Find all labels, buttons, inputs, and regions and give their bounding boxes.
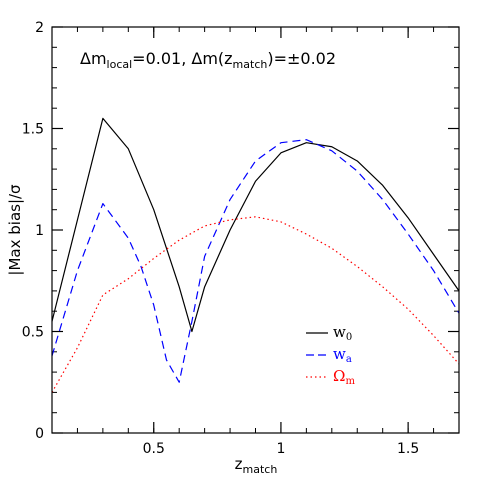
legend-label-sub: m (345, 376, 355, 387)
legend-label: wa (333, 345, 352, 365)
y-tick-label: 2 (35, 20, 44, 36)
legend-label-main: w (333, 345, 346, 363)
annotation-sub-2: match (233, 58, 268, 71)
series-layer (51, 117, 460, 393)
series-line-Ω-m (51, 216, 460, 393)
x-axis-title-main: z (235, 455, 243, 473)
series-line-w-0 (51, 117, 460, 333)
legend-label-main: Ω (333, 367, 345, 385)
labels-layer: 0.5 1 1.5 0 0.5 1 1.5 2 (22, 20, 420, 457)
annotation-part-3: )=±0.02 (267, 49, 336, 68)
x-tick-label: 1 (276, 441, 285, 457)
legend-label: w0 (333, 323, 352, 343)
y-axis-title: |Max bias|/σ (6, 184, 24, 276)
legend-label: Ωm (333, 367, 355, 387)
x-tick-label: 1.5 (397, 441, 419, 457)
x-tick-label: 0.5 (143, 441, 165, 457)
annotation-sub-1: local (107, 58, 133, 71)
legend-label-sub: a (346, 354, 352, 365)
series-line-w-a (51, 139, 460, 383)
x-axis-title: zmatch (235, 455, 278, 476)
legend-label-sub: 0 (346, 332, 352, 343)
plot-frame (51, 26, 460, 434)
annotation: Δmlocal=0.01, Δm(zmatch)=±0.02 (80, 49, 336, 71)
y-tick-label: 0 (35, 426, 44, 442)
annotation-part-2: =0.01, Δm(z (132, 49, 232, 68)
legend-label-main: w (333, 323, 346, 341)
y-tick-label: 1 (35, 223, 44, 239)
x-axis-title-sub: match (243, 463, 278, 476)
y-tick-label: 1.5 (22, 122, 44, 138)
y-tick-label: 0.5 (22, 325, 44, 341)
annotation-part-1: Δm (80, 49, 107, 68)
ticks-layer (51, 26, 460, 434)
